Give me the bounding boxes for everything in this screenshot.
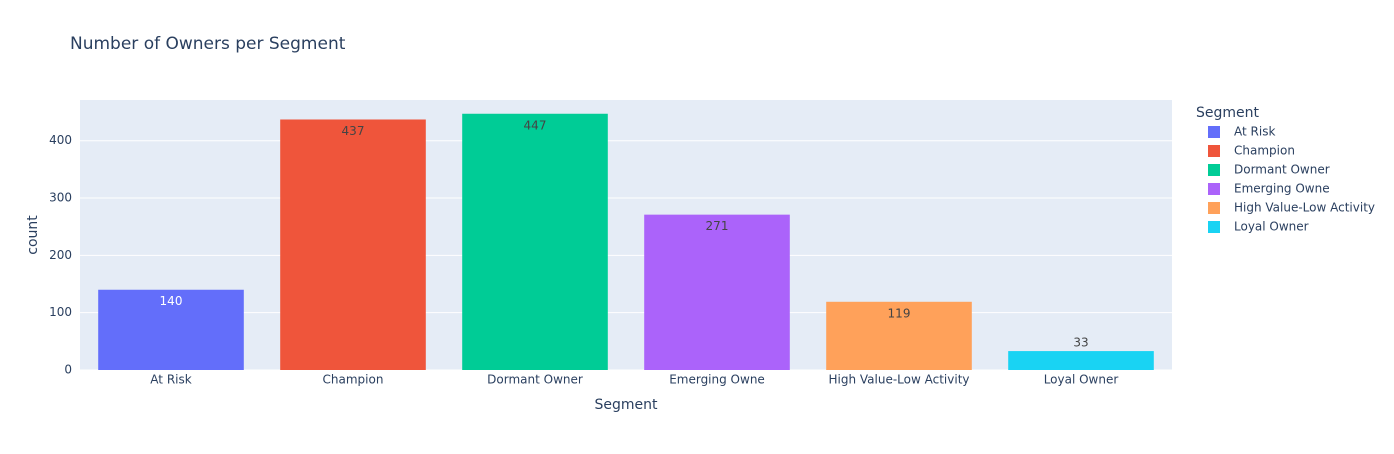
y-tick-label: 400 bbox=[49, 133, 72, 147]
x-tick-label: High Value-Low Activity bbox=[829, 373, 970, 387]
y-tick-label: 100 bbox=[49, 305, 72, 319]
bar bbox=[98, 289, 244, 370]
x-tick-label: At Risk bbox=[150, 373, 191, 387]
y-tick-label: 300 bbox=[49, 191, 72, 205]
legend-label: Loyal Owner bbox=[1234, 220, 1309, 234]
legend-label: At Risk bbox=[1234, 125, 1275, 139]
legend-label: Champion bbox=[1234, 144, 1295, 158]
legend-swatch bbox=[1208, 221, 1220, 233]
legend-swatch bbox=[1208, 126, 1220, 138]
data-label: 271 bbox=[706, 219, 729, 233]
y-axis-title: count bbox=[25, 215, 41, 255]
legend-label: Dormant Owner bbox=[1234, 163, 1330, 177]
x-tick-label: Dormant Owner bbox=[487, 373, 583, 387]
data-label: 437 bbox=[342, 124, 365, 138]
bar bbox=[826, 301, 972, 370]
plot-area bbox=[80, 100, 1172, 370]
y-tick-label: 200 bbox=[49, 248, 72, 262]
bar bbox=[462, 113, 608, 370]
bar bbox=[1008, 351, 1154, 370]
legend-swatch bbox=[1208, 183, 1220, 195]
legend-label: High Value-Low Activity bbox=[1234, 201, 1375, 215]
data-label: 119 bbox=[888, 306, 911, 320]
data-label: 140 bbox=[160, 294, 183, 308]
legend-swatch bbox=[1208, 164, 1220, 176]
legend-swatch bbox=[1208, 145, 1220, 157]
chart-title: Number of Owners per Segment bbox=[70, 34, 346, 54]
legend-title: Segment bbox=[1196, 105, 1260, 121]
bar bbox=[280, 119, 426, 370]
x-tick-label: Champion bbox=[323, 373, 384, 387]
x-tick-label: Emerging Owne bbox=[669, 373, 765, 387]
legend-swatch bbox=[1208, 202, 1220, 214]
y-tick-label: 0 bbox=[64, 363, 72, 377]
bar bbox=[644, 214, 790, 370]
data-label: 447 bbox=[524, 118, 547, 132]
x-tick-label: Loyal Owner bbox=[1044, 373, 1119, 387]
data-label: 33 bbox=[1073, 336, 1088, 350]
x-axis-title: Segment bbox=[595, 397, 659, 413]
legend-label: Emerging Owne bbox=[1234, 182, 1330, 196]
